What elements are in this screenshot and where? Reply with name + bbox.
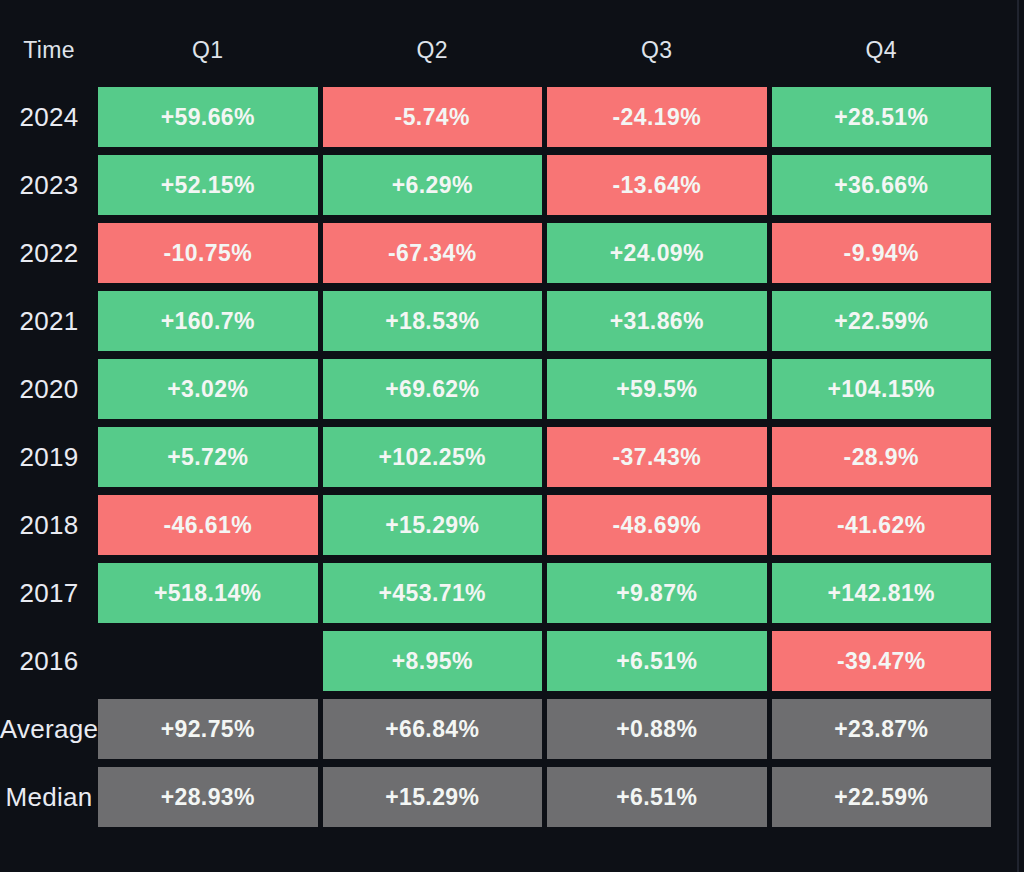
row-label: 2022 <box>0 223 98 283</box>
value-cell: -46.61% <box>98 495 318 555</box>
row-label: 2016 <box>0 631 98 691</box>
row-label: 2023 <box>0 155 98 215</box>
value-cell: +142.81% <box>772 563 992 623</box>
table-row: 2021+160.7%+18.53%+31.86%+22.59% <box>0 291 1024 351</box>
column-header-q3: Q3 <box>547 37 767 64</box>
value-cell: +28.93% <box>98 767 318 827</box>
table-row: 2016+8.95%+6.51%-39.47% <box>0 631 1024 691</box>
value-cell: +9.87% <box>547 563 767 623</box>
value-cell: -13.64% <box>547 155 767 215</box>
value-cell: +453.71% <box>323 563 543 623</box>
row-label: 2018 <box>0 495 98 555</box>
row-label: 2021 <box>0 291 98 351</box>
value-cell: +28.51% <box>772 87 992 147</box>
table-body: 2024+59.66%-5.74%-24.19%+28.51%2023+52.1… <box>0 87 1024 827</box>
value-cell: +92.75% <box>98 699 318 759</box>
value-cell: +22.59% <box>772 291 992 351</box>
row-label: 2020 <box>0 359 98 419</box>
value-cell: -28.9% <box>772 427 992 487</box>
table-row: 2019+5.72%+102.25%-37.43%-28.9% <box>0 427 1024 487</box>
row-cells: +28.93%+15.29%+6.51%+22.59% <box>98 767 991 827</box>
table-row: 2023+52.15%+6.29%-13.64%+36.66% <box>0 155 1024 215</box>
table-row: 2024+59.66%-5.74%-24.19%+28.51% <box>0 87 1024 147</box>
value-cell: +52.15% <box>98 155 318 215</box>
row-cells: +518.14%+453.71%+9.87%+142.81% <box>98 563 991 623</box>
row-label: 2017 <box>0 563 98 623</box>
value-cell: -48.69% <box>547 495 767 555</box>
row-label: 2024 <box>0 87 98 147</box>
value-cell: +6.29% <box>323 155 543 215</box>
row-cells: -46.61%+15.29%-48.69%-41.62% <box>98 495 991 555</box>
row-cells: -10.75%-67.34%+24.09%-9.94% <box>98 223 991 283</box>
table-row: 2020+3.02%+69.62%+59.5%+104.15% <box>0 359 1024 419</box>
empty-cell <box>98 631 318 691</box>
time-column-header: Time <box>0 37 98 64</box>
value-cell: +36.66% <box>772 155 992 215</box>
value-cell: -41.62% <box>772 495 992 555</box>
value-cell: +59.66% <box>98 87 318 147</box>
table-row: Average+92.75%+66.84%+0.88%+23.87% <box>0 699 1024 759</box>
right-edge-divider <box>1017 0 1019 872</box>
table-row: Median+28.93%+15.29%+6.51%+22.59% <box>0 767 1024 827</box>
value-cell: +18.53% <box>323 291 543 351</box>
row-cells: +52.15%+6.29%-13.64%+36.66% <box>98 155 991 215</box>
value-cell: +3.02% <box>98 359 318 419</box>
value-cell: +0.88% <box>547 699 767 759</box>
value-cell: +31.86% <box>547 291 767 351</box>
value-cell: +104.15% <box>772 359 992 419</box>
value-cell: +15.29% <box>323 767 543 827</box>
quarter-headers: Q1 Q2 Q3 Q4 <box>98 37 991 64</box>
value-cell: +23.87% <box>772 699 992 759</box>
row-cells: +160.7%+18.53%+31.86%+22.59% <box>98 291 991 351</box>
value-cell: +59.5% <box>547 359 767 419</box>
row-cells: +92.75%+66.84%+0.88%+23.87% <box>98 699 991 759</box>
value-cell: +8.95% <box>323 631 543 691</box>
value-cell: -67.34% <box>323 223 543 283</box>
row-cells: +5.72%+102.25%-37.43%-28.9% <box>98 427 991 487</box>
value-cell: +15.29% <box>323 495 543 555</box>
row-cells: +59.66%-5.74%-24.19%+28.51% <box>98 87 991 147</box>
value-cell: +24.09% <box>547 223 767 283</box>
value-cell: +518.14% <box>98 563 318 623</box>
value-cell: -39.47% <box>772 631 992 691</box>
table-row: 2017+518.14%+453.71%+9.87%+142.81% <box>0 563 1024 623</box>
value-cell: +6.51% <box>547 631 767 691</box>
value-cell: +66.84% <box>323 699 543 759</box>
value-cell: +22.59% <box>772 767 992 827</box>
row-label: Median <box>0 767 98 827</box>
value-cell: +102.25% <box>323 427 543 487</box>
value-cell: -37.43% <box>547 427 767 487</box>
column-header-q4: Q4 <box>772 37 992 64</box>
column-header-q1: Q1 <box>98 37 318 64</box>
quarterly-returns-heatmap: Time Q1 Q2 Q3 Q4 2024+59.66%-5.74%-24.19… <box>0 0 1024 872</box>
row-label: 2019 <box>0 427 98 487</box>
row-cells: +8.95%+6.51%-39.47% <box>98 631 991 691</box>
value-cell: +69.62% <box>323 359 543 419</box>
column-header-q2: Q2 <box>323 37 543 64</box>
table-row: 2018-46.61%+15.29%-48.69%-41.62% <box>0 495 1024 555</box>
value-cell: -5.74% <box>323 87 543 147</box>
value-cell: -24.19% <box>547 87 767 147</box>
row-cells: +3.02%+69.62%+59.5%+104.15% <box>98 359 991 419</box>
table-row: 2022-10.75%-67.34%+24.09%-9.94% <box>0 223 1024 283</box>
row-label: Average <box>0 699 98 759</box>
value-cell: -9.94% <box>772 223 992 283</box>
value-cell: +5.72% <box>98 427 318 487</box>
table-header-row: Time Q1 Q2 Q3 Q4 <box>0 0 1024 87</box>
value-cell: +160.7% <box>98 291 318 351</box>
value-cell: +6.51% <box>547 767 767 827</box>
value-cell: -10.75% <box>98 223 318 283</box>
